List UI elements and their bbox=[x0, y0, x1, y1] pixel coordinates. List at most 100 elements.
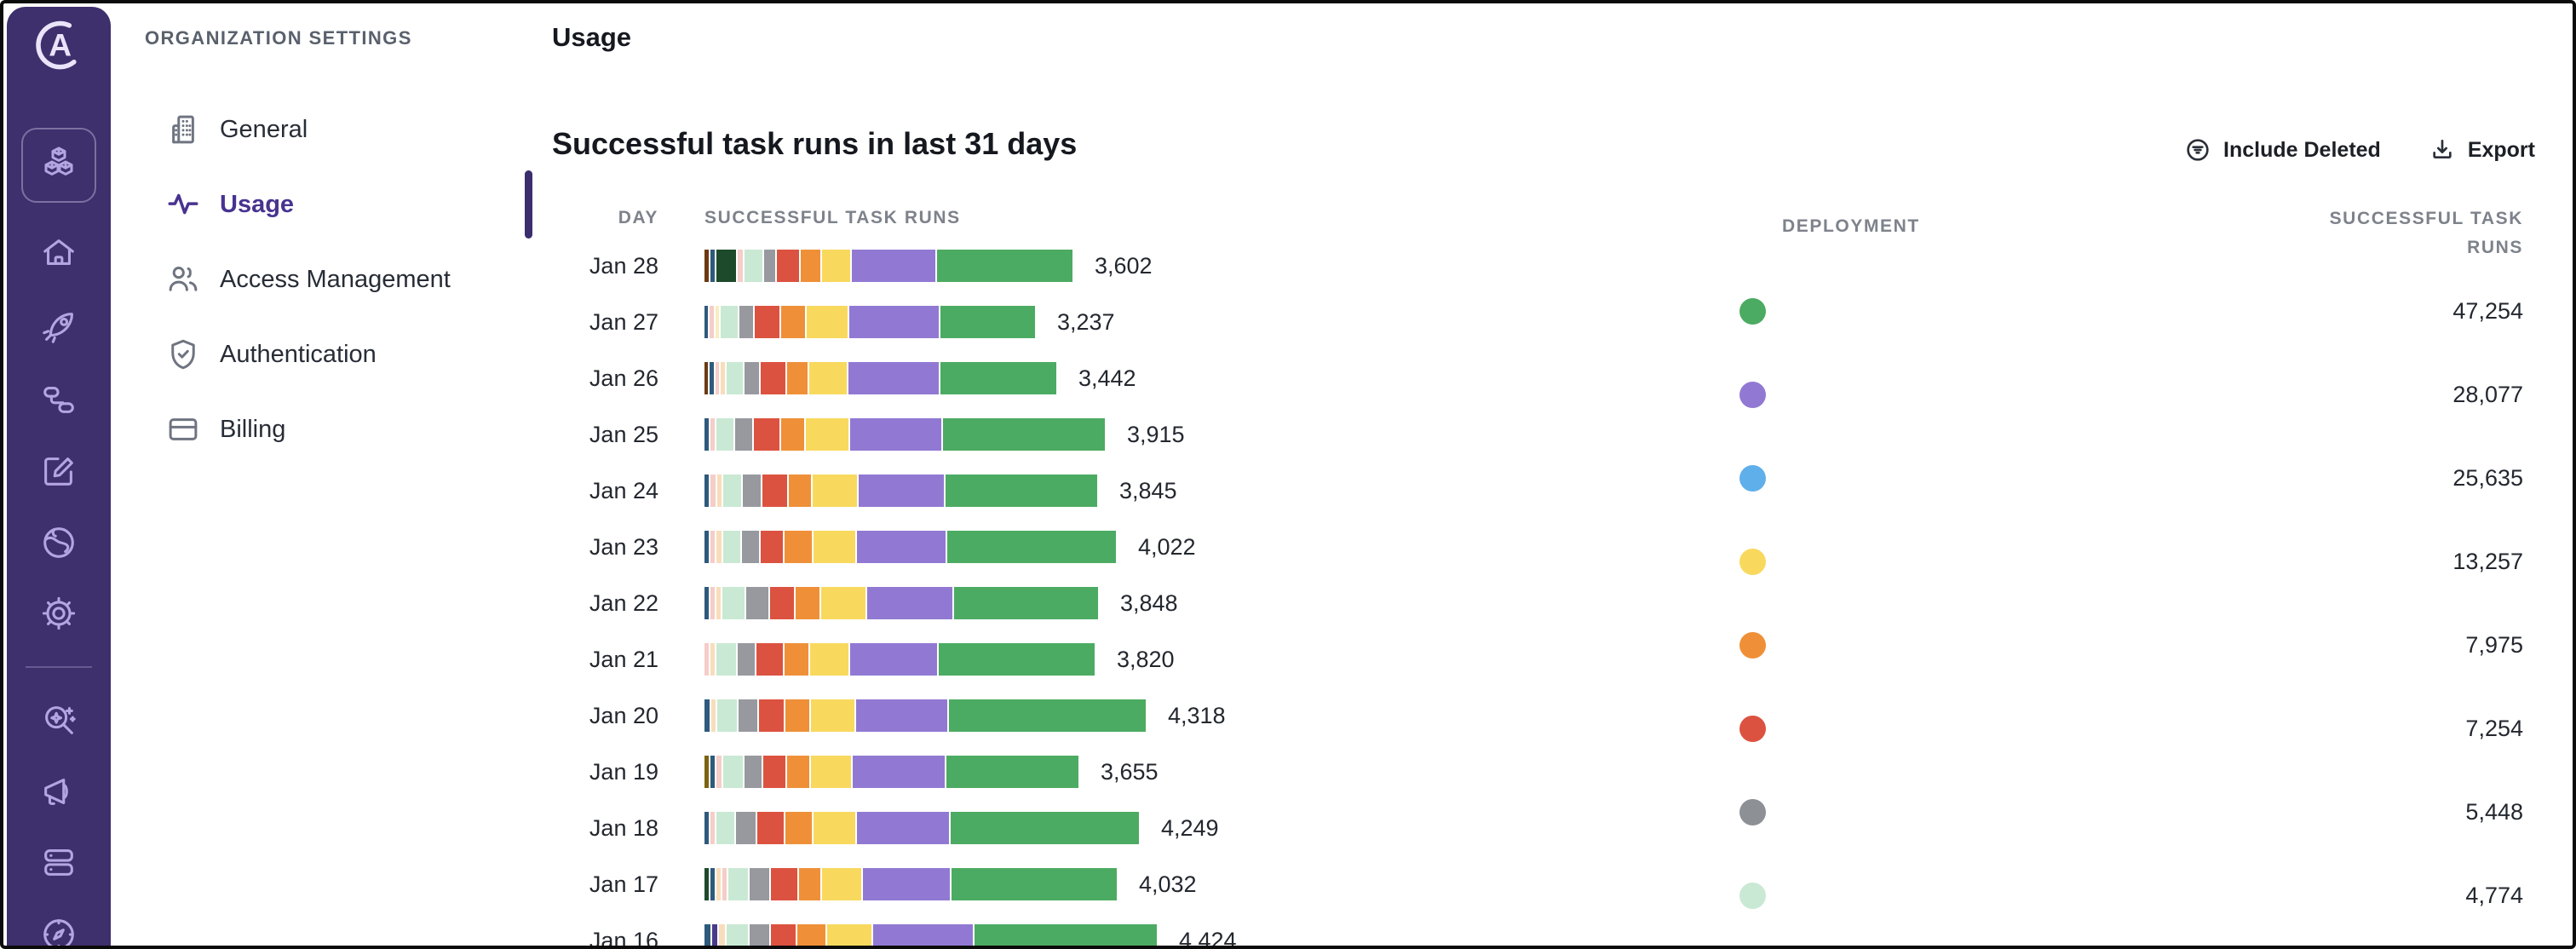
bar-segment-mint bbox=[721, 306, 738, 338]
legend-runs-column-header: SUCCESSFUL TASK RUNS bbox=[2329, 209, 2523, 257]
deployment-dot bbox=[1739, 631, 1766, 659]
deployment-row[interactable]: 7,254 bbox=[1729, 687, 2523, 770]
bar-segment-yellow bbox=[809, 643, 849, 676]
bar-segment-gray bbox=[738, 643, 756, 676]
chart-row: Jan 23 4,022 bbox=[552, 531, 1724, 563]
stacked-bar[interactable] bbox=[704, 812, 1139, 844]
deployment-row[interactable]: 13,257 bbox=[1729, 520, 2523, 603]
sidebar-item-environments[interactable] bbox=[39, 844, 78, 883]
deployment-row[interactable]: 47,254 bbox=[1729, 269, 2523, 353]
bar-segment-yellow bbox=[812, 474, 858, 507]
stacked-bar[interactable] bbox=[704, 643, 1095, 676]
bar-segment-red bbox=[757, 812, 784, 844]
sidebar-item-pipelines[interactable] bbox=[39, 382, 78, 421]
bar-segment-mint bbox=[744, 250, 762, 282]
bar-segment-green bbox=[947, 531, 1116, 563]
stacked-bar[interactable] bbox=[704, 474, 1098, 507]
nav-item-usage[interactable]: Usage bbox=[111, 167, 552, 242]
bar-segment-green bbox=[943, 418, 1105, 451]
bar-segment-green bbox=[950, 812, 1139, 844]
legend-headers: DEPLOYMENT SUCCESSFUL TASK RUNS bbox=[1729, 204, 2523, 281]
deployment-row[interactable]: 25,635 bbox=[1729, 436, 2523, 520]
bar-segment-green bbox=[948, 699, 1147, 732]
stacked-bar[interactable] bbox=[704, 587, 1099, 619]
bar-segment-green bbox=[952, 868, 1117, 900]
day-label: Jan 27 bbox=[589, 308, 658, 335]
nav-item-access-management[interactable]: Access Management bbox=[111, 242, 552, 317]
settings-nav-items: General Usage Access Management bbox=[111, 92, 552, 467]
nav-item-label: General bbox=[220, 115, 308, 143]
sidebar-item-deployments[interactable] bbox=[21, 128, 96, 203]
chart-row: Jan 22 3,848 bbox=[552, 587, 1724, 619]
day-label: Jan 24 bbox=[589, 477, 658, 503]
bar-segment-gray bbox=[744, 756, 762, 788]
deployment-row[interactable]: 7,975 bbox=[1729, 603, 2523, 687]
bar-segment-gray bbox=[750, 924, 770, 949]
deployment-row[interactable]: 5,448 bbox=[1729, 770, 2523, 854]
chart-column-headers: DAY SUCCESSFUL TASK RUNS bbox=[552, 208, 961, 228]
stacked-bar[interactable] bbox=[704, 699, 1147, 732]
deployment-dot bbox=[1739, 548, 1766, 575]
sidebar-item-home[interactable] bbox=[39, 235, 78, 274]
bar-segment-peach bbox=[710, 699, 716, 732]
bar-segment-purple bbox=[856, 531, 946, 563]
deployment-row[interactable]: 4,774 bbox=[1729, 854, 2523, 937]
bar-segment-mint bbox=[717, 699, 737, 732]
stacked-bar[interactable] bbox=[704, 362, 1056, 394]
nav-item-label: Usage bbox=[220, 190, 295, 218]
stacked-bar[interactable] bbox=[704, 418, 1105, 451]
day-column-header: DAY bbox=[618, 208, 658, 227]
sidebar-item-globe[interactable] bbox=[39, 525, 78, 564]
bar-value: 4,022 bbox=[1138, 533, 1196, 560]
bar-segment-gray bbox=[746, 587, 768, 619]
bar-segment-gray bbox=[735, 812, 756, 844]
logo-a-icon[interactable]: A bbox=[31, 17, 87, 73]
bar-segment-gray bbox=[745, 362, 760, 394]
nav-item-billing[interactable]: Billing bbox=[111, 392, 552, 467]
deployment-row[interactable]: 28,077 bbox=[1729, 353, 2523, 436]
bar-segment-pink bbox=[710, 418, 715, 451]
bar-segment-orange bbox=[780, 306, 806, 338]
deployment-column-header: DEPLOYMENT bbox=[1782, 216, 1920, 236]
stacked-bar[interactable] bbox=[704, 868, 1117, 900]
bar-segment-mint bbox=[726, 362, 744, 394]
nav-item-authentication[interactable]: Authentication bbox=[111, 317, 552, 392]
day-label: Jan 17 bbox=[589, 871, 658, 897]
megaphone-icon bbox=[39, 772, 78, 815]
sidebar-item-announcements[interactable] bbox=[39, 774, 78, 813]
bar-segment-gray bbox=[734, 418, 752, 451]
chart-rows: Jan 28 3,602 Jan 27 3,237 Jan 26 3,442 Jan 25 3… bbox=[552, 250, 1724, 949]
day-label: Jan 25 bbox=[589, 421, 658, 447]
export-button[interactable]: Export bbox=[2429, 136, 2535, 164]
bar-segment-orange bbox=[788, 474, 811, 507]
users-icon bbox=[165, 262, 201, 297]
sidebar-item-launch[interactable] bbox=[39, 309, 78, 348]
bar-segment-mint bbox=[722, 531, 741, 563]
stacked-bar[interactable] bbox=[704, 756, 1079, 788]
sidebar-item-compose[interactable] bbox=[39, 453, 78, 492]
export-label: Export bbox=[2467, 137, 2535, 162]
sidebar-item-explore[interactable] bbox=[39, 917, 78, 949]
deployment-runs-value: 7,975 bbox=[2465, 631, 2523, 658]
chart-row: Jan 20 4,318 bbox=[552, 699, 1724, 732]
include-deleted-button[interactable]: Include Deleted bbox=[2184, 136, 2381, 164]
bar-segment-red bbox=[755, 306, 779, 338]
home-icon bbox=[39, 233, 78, 277]
bar-segment-purple bbox=[852, 250, 936, 282]
nav-item-general[interactable]: General bbox=[111, 92, 552, 167]
bar-segment-purple bbox=[850, 643, 938, 676]
settings-nav-title: ORGANIZATION SETTINGS bbox=[145, 27, 412, 49]
sidebar-item-settings[interactable] bbox=[39, 595, 78, 635]
bar-segment-mint bbox=[722, 756, 743, 788]
stacked-bar[interactable] bbox=[704, 924, 1157, 949]
sidebar-item-insights[interactable] bbox=[39, 702, 78, 741]
stacked-bar[interactable] bbox=[704, 250, 1072, 282]
bar-segment-mint bbox=[728, 868, 749, 900]
stacked-bar[interactable] bbox=[704, 306, 1035, 338]
stacked-bar[interactable] bbox=[704, 531, 1116, 563]
deployment-dot bbox=[1739, 798, 1766, 825]
settings-nav: ORGANIZATION SETTINGS General Usage bbox=[111, 0, 552, 949]
table-scrollbar-thumb[interactable] bbox=[525, 170, 532, 239]
bar-segment-olive bbox=[704, 756, 710, 788]
bar-segment-orange bbox=[785, 699, 809, 732]
